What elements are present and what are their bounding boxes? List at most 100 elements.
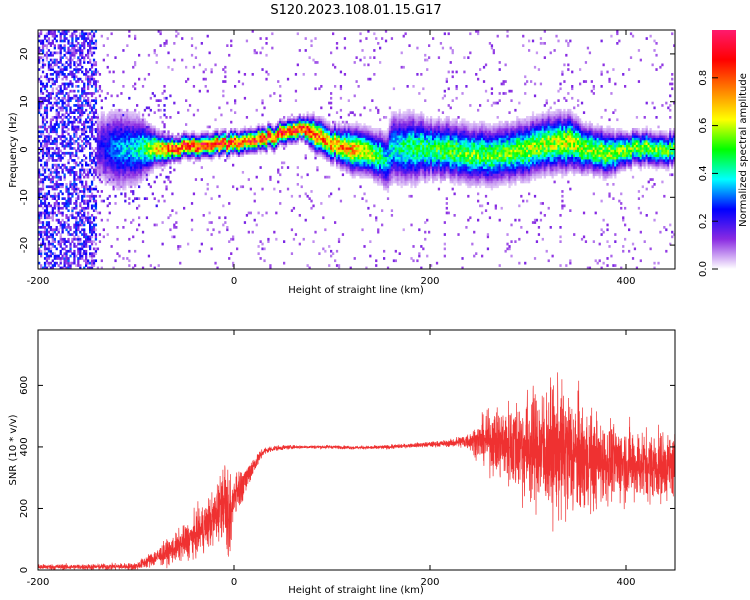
spectrogram-cell	[143, 108, 147, 112]
spectrogram-cell	[118, 185, 121, 189]
spectrogram-cell	[343, 161, 347, 165]
spectrogram-cell	[267, 132, 270, 136]
spectrogram-cell	[155, 151, 158, 155]
spectrogram-cell	[169, 171, 172, 174]
spectrogram-cell	[108, 159, 111, 162]
spectrogram-cell	[71, 147, 74, 150]
spectrogram-cell	[265, 139, 268, 143]
spectrogram-cell	[151, 139, 154, 143]
spectrogram-cell	[185, 132, 188, 136]
spectrogram-cell	[134, 111, 137, 114]
spectrogram-cell	[367, 128, 370, 131]
spectrogram-cell	[337, 139, 341, 143]
spectrogram-cell	[83, 125, 86, 129]
spectrogram-cell	[187, 144, 190, 148]
spectrogram-cell	[79, 247, 82, 251]
spectrogram-cell	[224, 130, 227, 134]
spectrogram-cell	[136, 197, 139, 200]
spectrogram-cell	[367, 132, 370, 136]
spectrogram-cell	[351, 111, 354, 114]
spectrogram-cell	[377, 159, 380, 162]
spectrogram-cell	[104, 139, 107, 143]
spectrogram-cell	[277, 168, 280, 172]
spectrogram-cell	[185, 137, 188, 141]
spectrogram-cell	[153, 142, 156, 145]
spectrogram-cell	[290, 137, 294, 141]
spectrogram-cell	[96, 116, 100, 119]
spectrogram-cell	[41, 166, 45, 169]
spectrogram-cell	[61, 228, 64, 232]
spectrogram-cell	[292, 237, 296, 241]
spectrogram-cell	[79, 257, 82, 260]
spectrogram-cell	[67, 249, 70, 253]
spectrogram-cell	[145, 151, 149, 155]
spectrogram-cell	[110, 123, 113, 126]
spectrogram-cell	[302, 130, 305, 134]
spectrogram-cell	[75, 197, 78, 200]
spectrogram-cell	[198, 139, 201, 143]
spectrogram-cell	[328, 149, 331, 153]
spectrogram-cell	[87, 142, 90, 145]
spectrogram-cell	[341, 132, 345, 136]
spectrogram-cell	[384, 151, 388, 155]
spectrogram-cell	[122, 49, 125, 52]
spectrogram-cell	[390, 111, 394, 114]
spectrogram-cell	[339, 116, 343, 119]
spectrogram-cell	[47, 173, 51, 177]
spectrogram-cell	[75, 230, 78, 234]
spectrogram-cell	[253, 149, 256, 153]
spectrogram-cell	[234, 142, 237, 145]
spectrogram-cell	[38, 173, 41, 177]
spectrogram-cell	[110, 94, 113, 98]
spectrogram-cell	[122, 154, 125, 157]
spectrogram-cell	[81, 144, 84, 148]
spectrogram-cell	[138, 135, 141, 138]
spectrogram-cell	[102, 147, 105, 150]
spectrogram-cell	[337, 142, 341, 145]
spectrogram-cell	[308, 135, 311, 138]
spectrogram-cell	[373, 144, 376, 148]
spectrogram-cell	[314, 130, 317, 134]
spectrogram-cell	[153, 154, 156, 157]
spectrogram-cell	[384, 185, 388, 189]
spectrogram-cell	[275, 142, 278, 145]
spectrogram-cell	[136, 163, 139, 167]
spectrogram-cell	[108, 163, 111, 167]
spectrogram-cell	[365, 125, 368, 129]
spectrogram-cell	[245, 137, 249, 141]
spectrogram-cell	[41, 151, 45, 155]
spectrogram-cell	[341, 156, 345, 160]
spectrogram-cell	[112, 125, 115, 129]
spectrogram-cell	[159, 108, 162, 112]
spectrogram-cell	[79, 44, 82, 47]
spectrogram-cell	[63, 101, 66, 105]
spectrogram-cell	[304, 137, 307, 141]
spectrogram-cell	[63, 197, 66, 200]
spectrogram-cell	[92, 116, 96, 119]
spectrogram-cell	[89, 254, 92, 258]
spectrogram-cell	[41, 130, 45, 134]
spectrogram-cell	[108, 137, 111, 141]
spectrogram-cell	[120, 128, 123, 131]
spectrogram-cell	[163, 125, 166, 129]
spectrogram-cell	[63, 259, 66, 263]
spectrogram-cell	[51, 235, 54, 239]
spectrogram-cell	[384, 139, 388, 143]
spectrogram-cell	[149, 163, 152, 167]
spectrogram-cell	[40, 226, 43, 229]
spectrogram-cell	[73, 154, 76, 157]
spectrogram-cell	[106, 139, 109, 143]
spectrogram-cell	[49, 194, 53, 198]
spectrogram-cell	[345, 149, 348, 153]
spectrogram-cell	[40, 202, 43, 205]
spectrogram-cell	[241, 135, 245, 138]
spectrogram-cell	[83, 120, 86, 124]
spectrogram-cell	[122, 120, 125, 124]
spectrogram-cell	[134, 82, 137, 86]
spectrogram-cell	[367, 149, 370, 153]
spectrogram-cell	[71, 73, 74, 76]
spectrogram-cell	[90, 34, 94, 38]
spectrogram-cell	[38, 180, 41, 184]
spectrogram-cell	[194, 142, 198, 145]
spectrogram-cell	[90, 94, 94, 98]
